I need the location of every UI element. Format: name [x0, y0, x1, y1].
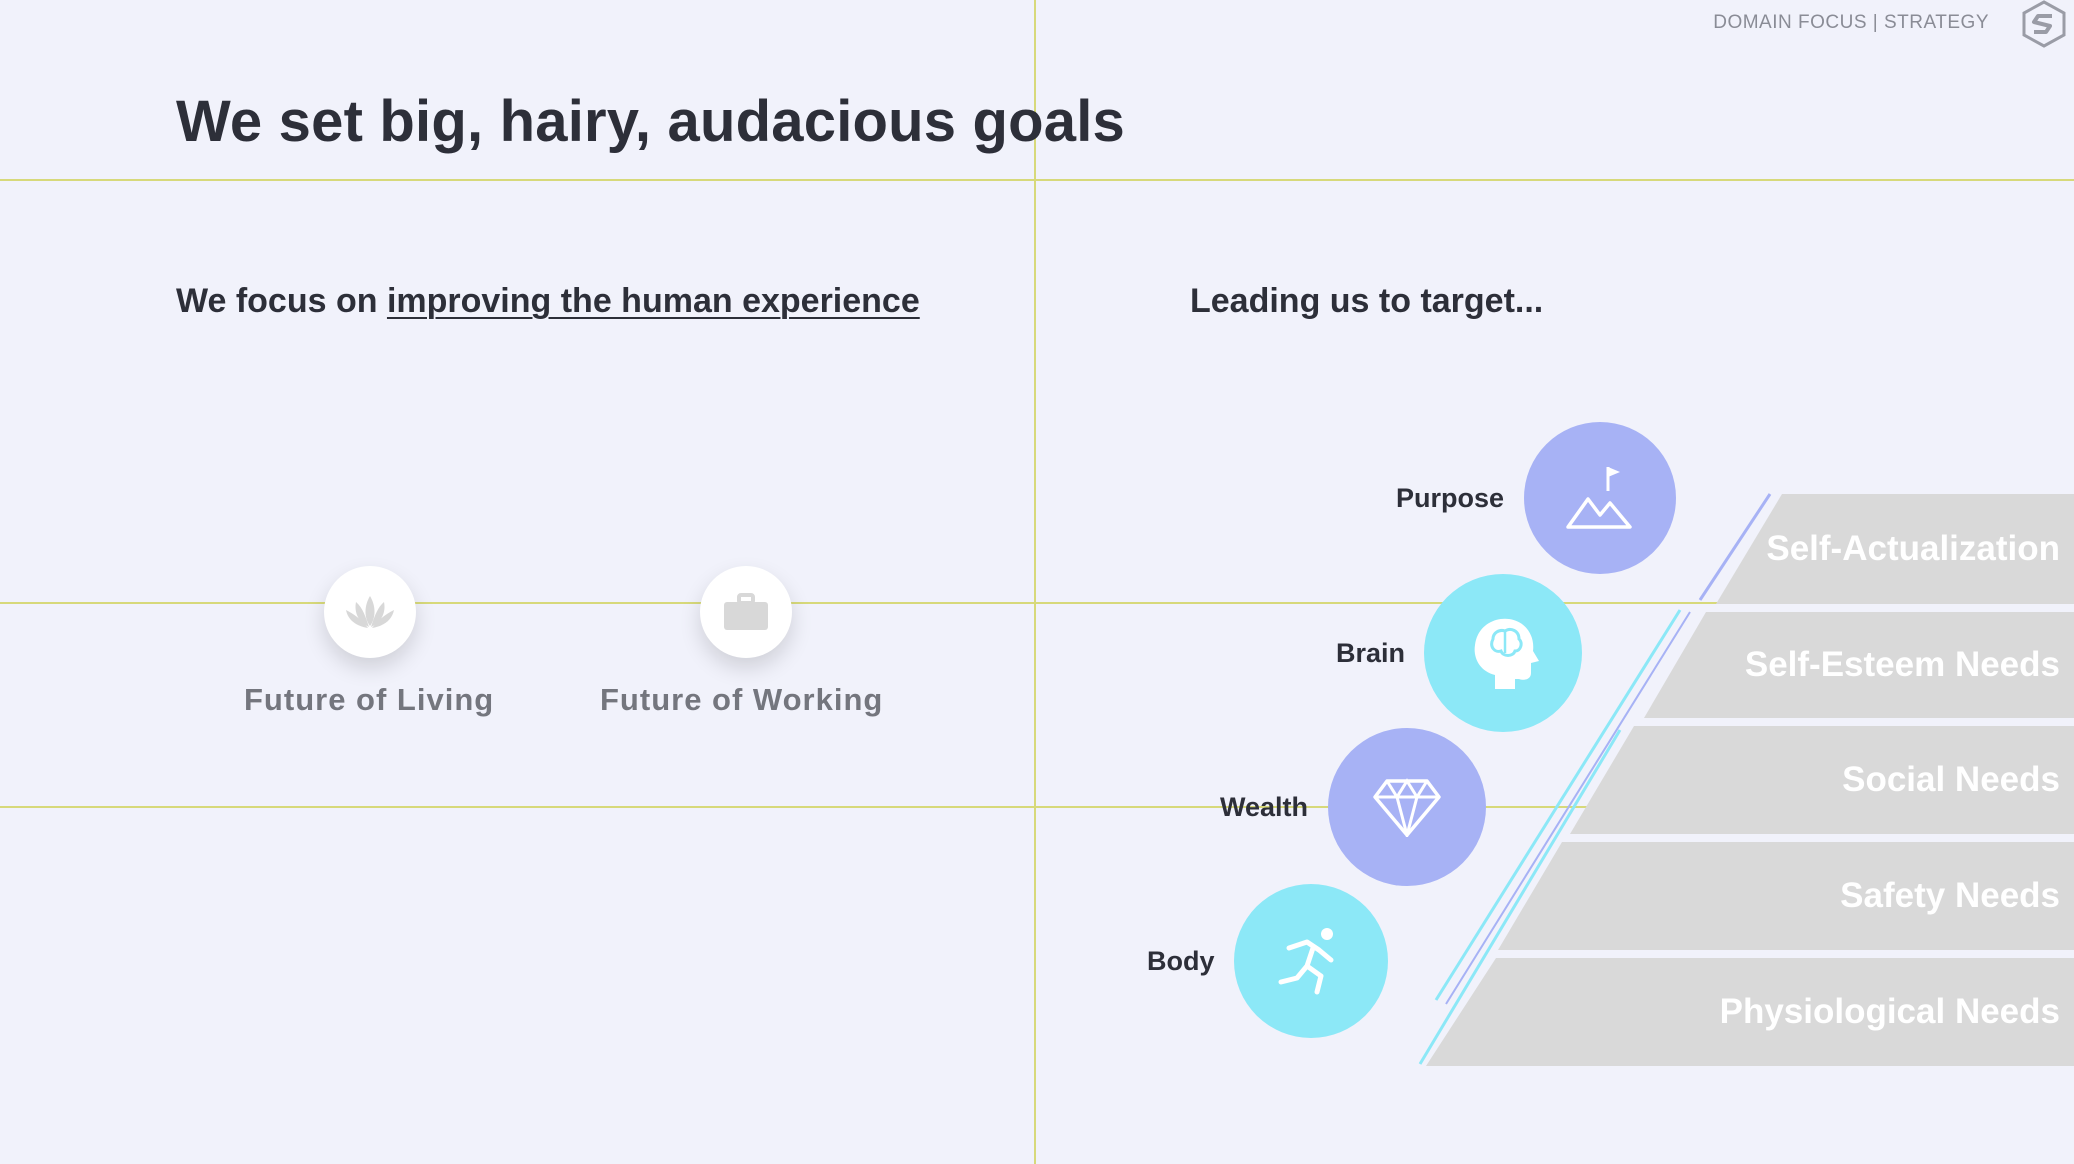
intro-link[interactable]: improving the human experience [386, 282, 920, 320]
diamond-icon [1373, 778, 1441, 837]
brain-circle[interactable] [1424, 574, 1582, 732]
guide-line-lower [0, 806, 2074, 808]
pyramid-safety: Safety Needs [1498, 842, 2074, 950]
breadcrumb: DOMAIN FOCUS | STRATEGY [1713, 12, 1989, 33]
pyramid-social: Social Needs [1570, 726, 2074, 834]
pyramid-self-actualization: Self-Actualization [1716, 494, 2074, 604]
intro-prefix: We focus on [176, 282, 387, 320]
diagonal-accent-lines [1418, 493, 1772, 1065]
future-living-label: Future of Living [244, 682, 495, 717]
wealth-label: Wealth [1220, 792, 1309, 822]
purpose-circle[interactable] [1524, 422, 1676, 574]
intro-text: We focus on improving the human experien… [176, 282, 920, 321]
head-brain-icon [1474, 618, 1539, 689]
brain-label: Brain [1336, 638, 1406, 668]
briefcase-icon [724, 593, 768, 630]
page-title: We set big, hairy, audacious goals [176, 89, 1126, 154]
future-working-circle[interactable] [700, 566, 792, 658]
guide-line-middle [0, 602, 2074, 604]
guide-line-top [0, 179, 2074, 181]
pyramid-physiological: Physiological Needs [1426, 958, 2074, 1066]
guide-line-vertical [1034, 0, 1036, 1164]
runner-icon [1278, 928, 1334, 995]
pyramid-self-esteem: Self-Esteem Needs [1644, 612, 2074, 718]
mountain-flag-icon [1566, 467, 1632, 529]
s-logo-icon [2022, 0, 2066, 48]
lotus-icon [346, 596, 394, 628]
wealth-circle[interactable] [1328, 728, 1486, 886]
body-circle[interactable] [1234, 884, 1388, 1038]
purpose-label: Purpose [1396, 483, 1505, 513]
future-working-label: Future of Working [600, 682, 884, 717]
body-label: Body [1147, 946, 1215, 976]
target-heading: Leading us to target... [1190, 282, 1544, 320]
future-living-circle[interactable] [324, 566, 416, 658]
